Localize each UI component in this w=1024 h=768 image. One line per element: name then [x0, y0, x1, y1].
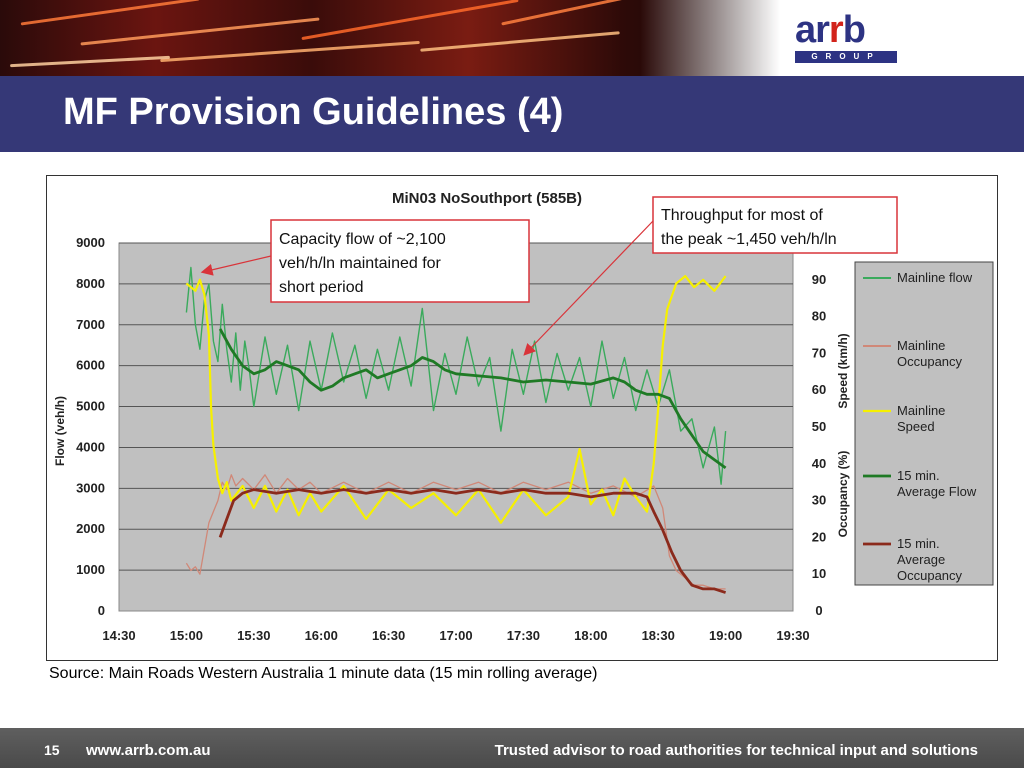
- y-tick-label: 2000: [76, 521, 105, 536]
- y-tick-label: 4000: [76, 439, 105, 454]
- legend-label-mainline-flow: Mainline flow: [897, 270, 973, 285]
- legend-label-mainline-occupancy: Mainline Occupancy: [897, 338, 963, 369]
- callout-line: the peak ~1,450 veh/h/ln: [661, 231, 837, 248]
- y-tick-label: 8000: [76, 276, 105, 291]
- callout-line: short period: [279, 279, 364, 296]
- callout-capacity-text: Capacity flow of ~2,100 veh/h/ln maintain…: [279, 231, 446, 296]
- legend-label-line: Occupancy: [897, 568, 963, 583]
- x-tick-label: 17:30: [507, 628, 540, 643]
- series-line-mainline-flow: [185, 266, 727, 485]
- series-line-avg-flow: [218, 328, 727, 470]
- callout-throughput-arrow: [523, 220, 654, 356]
- legend-label-avg-flow: 15 min. Average Flow: [897, 468, 977, 499]
- x-tick-label: 16:00: [305, 628, 338, 643]
- y-ticks: 0 1000 2000 3000 4000 5000 6000 7000 8000 9000: [76, 235, 105, 618]
- y2-tick-label: 10: [812, 566, 826, 581]
- x-tick-label: 18:30: [642, 628, 675, 643]
- x-tick-label: 18:00: [574, 628, 607, 643]
- logo-subtext: GROUP: [795, 51, 897, 63]
- y2-tick-label: 60: [812, 382, 826, 397]
- logo-area: [780, 0, 1024, 76]
- x-tick-label: 15:00: [170, 628, 203, 643]
- legend-label-line: Average Flow: [897, 484, 977, 499]
- chart-title: MiN03 NoSouthport (585B): [392, 190, 582, 207]
- y2-tick-label: 20: [812, 529, 826, 544]
- page-title: MF Provision Guidelines (4): [63, 91, 564, 133]
- footer-url-link[interactable]: www.arrb.com.au: [86, 742, 211, 759]
- x-tick-label: 14:30: [102, 628, 135, 643]
- y2-occupancy-label: Occupancy (%): [836, 451, 850, 538]
- y2-ticks: 0 10 20 30 40 50 60 70 80 90: [812, 272, 826, 618]
- callout-line: Throughput for most of: [661, 207, 823, 224]
- callout-line: Capacity flow of ~2,100: [279, 231, 446, 248]
- header-photo: [0, 0, 780, 76]
- x-tick-label: 15:30: [237, 628, 270, 643]
- y2-tick-label: 0: [815, 603, 822, 618]
- legend-label-line: Mainline: [897, 338, 945, 353]
- arrb-logo: arrb GROUP: [795, 9, 897, 63]
- series: [185, 266, 727, 594]
- y2-tick-label: 30: [812, 493, 826, 508]
- title-bar: [0, 76, 1024, 152]
- series-line-mainline-speed: [185, 274, 727, 524]
- legend-label-line: Speed: [897, 419, 935, 434]
- y-tick-label: 9000: [76, 235, 105, 250]
- y-tick-label: 5000: [76, 399, 105, 414]
- series-line-avg-occupancy: [218, 488, 727, 594]
- y-tick-label: 3000: [76, 480, 105, 495]
- y-tick-label: 7000: [76, 317, 105, 332]
- footer-bar: [0, 728, 1024, 768]
- legend-label-line: 15 min.: [897, 536, 940, 551]
- y-axis-label: Flow (veh/h): [53, 396, 67, 466]
- page-number: 15: [44, 742, 60, 758]
- x-tick-label: 17:00: [439, 628, 472, 643]
- x-tick-label: 16:30: [372, 628, 405, 643]
- y-tick-label: 6000: [76, 358, 105, 373]
- y2-tick-label: 40: [812, 456, 826, 471]
- x-tick-label: 19:00: [709, 628, 742, 643]
- y2-tick-label: 80: [812, 309, 826, 324]
- legend-label-mainline-speed: Mainline Speed: [897, 403, 945, 434]
- legend-label-line: Average: [897, 552, 945, 567]
- y2-speed-label: Speed (km/h): [836, 333, 850, 408]
- callout-capacity-arrow: [200, 255, 272, 276]
- x-ticks: 14:30 15:00 15:30 16:00 16:30 17:00 17:30 18:00…: [102, 628, 809, 643]
- callout-capacity: Capacity flow of ~2,100 veh/h/ln maintain…: [200, 219, 530, 303]
- y-tick-label: 0: [98, 603, 105, 618]
- x-tick-label: 19:30: [776, 628, 809, 643]
- logo-text: arrb: [795, 9, 866, 51]
- y2-tick-label: 70: [812, 345, 826, 360]
- legend-label-line: Mainline: [897, 403, 945, 418]
- legend-label-line: Mainline flow: [897, 270, 973, 285]
- legend-label-avg-occupancy: 15 min. Average Occupancy: [897, 536, 963, 583]
- legend-label-line: Occupancy: [897, 354, 963, 369]
- y2-tick-label: 50: [812, 419, 826, 434]
- y-tick-label: 1000: [76, 562, 105, 577]
- plot-area: [118, 242, 794, 612]
- callout-throughput: Throughput for most of the peak ~1,450 ve…: [523, 196, 898, 356]
- footer-tagline: Trusted advisor to road authorities for …: [494, 742, 978, 759]
- source-note: Source: Main Roads Western Australia 1 m…: [49, 665, 598, 682]
- callout-throughput-text: Throughput for most of the peak ~1,450 ve…: [661, 207, 837, 248]
- callout-line: veh/h/ln maintained for: [279, 255, 442, 272]
- legend-label-line: 15 min.: [897, 468, 940, 483]
- y2-tick-label: 90: [812, 272, 826, 287]
